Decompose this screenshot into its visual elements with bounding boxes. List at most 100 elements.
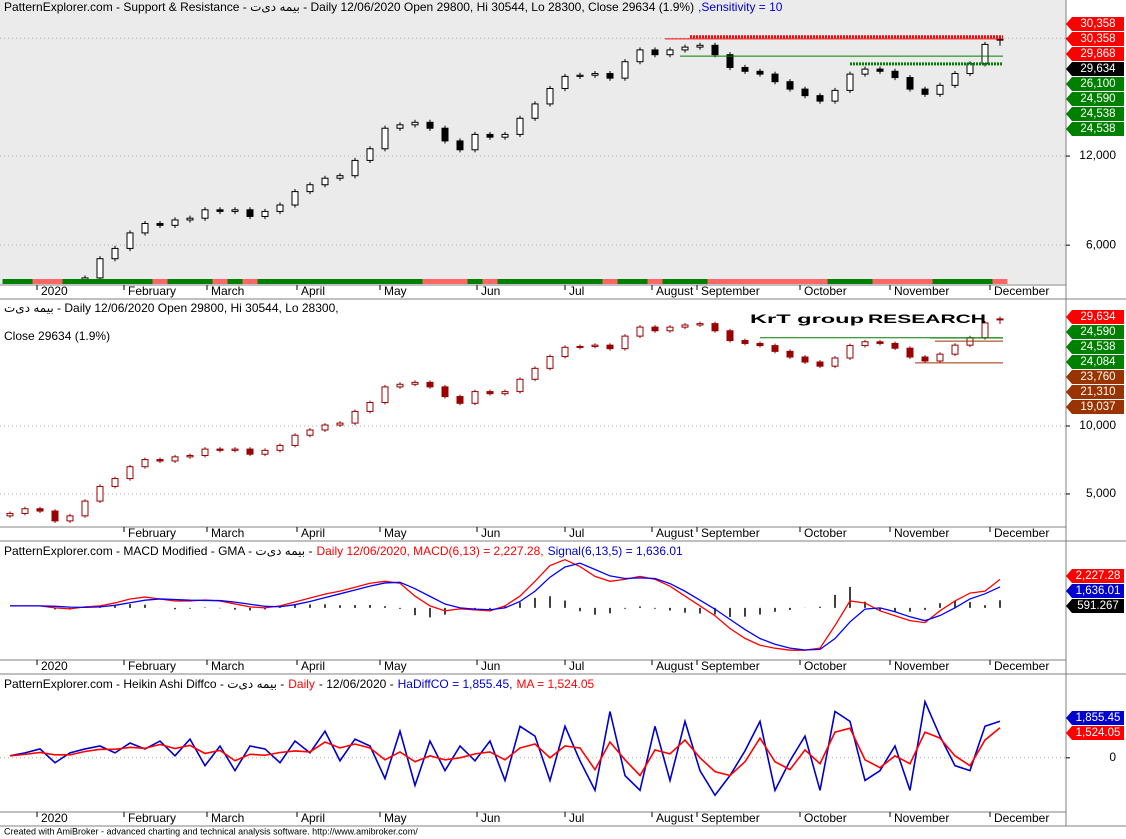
candle-body xyxy=(501,391,509,395)
direction-bar xyxy=(737,279,753,284)
series-line xyxy=(10,562,1001,651)
x-tick-label: February xyxy=(128,284,176,298)
candle-body xyxy=(531,367,539,380)
direction-bar xyxy=(122,279,138,284)
candle-body xyxy=(276,204,284,212)
candle-body xyxy=(576,345,584,348)
direction-bar xyxy=(887,279,903,284)
value-tag-label: 29,634 xyxy=(1080,63,1116,75)
candle-body xyxy=(396,383,404,388)
value-tag-arrow xyxy=(1066,584,1072,598)
title-part: Daily xyxy=(288,677,315,691)
candle-body xyxy=(621,61,629,79)
direction-bar xyxy=(782,279,798,284)
candle-body xyxy=(141,459,149,468)
y-tick-label: 5,000 xyxy=(1086,486,1116,500)
value-tag xyxy=(1072,47,1124,61)
pane-title: بیمه دی‌ت - Daily 12/06/2020 Open 29800,… xyxy=(4,301,339,315)
value-tag-arrow xyxy=(1066,107,1072,121)
pane-title: PatternExplorer.com - MACD Modified - GM… xyxy=(4,544,683,558)
footer: Created with AmiBroker - advanced charti… xyxy=(4,826,418,836)
direction-bar xyxy=(827,279,843,284)
candle-body xyxy=(876,68,884,72)
value-tag-arrow xyxy=(1066,599,1072,613)
direction-bar xyxy=(512,279,528,284)
candle-body xyxy=(366,402,374,412)
direction-bar xyxy=(257,279,273,284)
candle-body xyxy=(411,381,419,385)
value-tag xyxy=(1072,107,1124,121)
candle-body xyxy=(531,103,539,119)
x-tick-label: September xyxy=(701,284,760,298)
candle-body xyxy=(681,46,689,51)
value-tag-arrow xyxy=(1066,310,1072,324)
candle-body xyxy=(186,217,194,221)
direction-bar xyxy=(302,279,318,284)
direction-bar xyxy=(677,279,693,284)
value-tag xyxy=(1072,77,1124,91)
direction-bar xyxy=(107,279,123,284)
candle-body xyxy=(456,396,464,404)
x-tick-label: December xyxy=(994,659,1049,673)
value-tag-label: 24,538 xyxy=(1080,123,1115,135)
candle-body xyxy=(561,75,569,89)
x-tick-label: October xyxy=(804,526,847,540)
value-tag-label: 30,358 xyxy=(1080,18,1115,30)
candle-body xyxy=(666,49,674,56)
candle-body xyxy=(801,356,809,363)
direction-bar xyxy=(47,279,63,284)
direction-bar xyxy=(842,279,858,284)
value-tag-label: 2,227.28 xyxy=(1076,570,1121,582)
value-tag xyxy=(1072,325,1124,339)
direction-bar xyxy=(152,279,168,284)
candle-body xyxy=(711,323,719,332)
x-tick-label: August xyxy=(656,811,694,825)
value-tag xyxy=(1072,32,1124,46)
y-tick-label: 0 xyxy=(1109,750,1116,764)
x-tick-label: Jun xyxy=(481,659,500,673)
candle-body xyxy=(831,357,839,367)
pane-plot xyxy=(0,316,1066,523)
x-tick-label: October xyxy=(804,659,847,673)
candle-body xyxy=(681,324,689,328)
candle-body xyxy=(771,345,779,352)
direction-bar xyxy=(872,279,888,284)
value-tag xyxy=(1072,355,1124,369)
direction-bar xyxy=(947,279,963,284)
candle-body xyxy=(921,356,929,362)
candle-body xyxy=(516,117,524,135)
candle-body xyxy=(306,429,314,436)
direction-bar xyxy=(452,279,468,284)
candle-body xyxy=(351,410,359,424)
candle-body xyxy=(816,95,824,102)
value-tag-arrow xyxy=(1066,711,1072,725)
candle-body xyxy=(441,127,449,142)
candle-body xyxy=(801,88,809,97)
direction-bar xyxy=(362,279,378,284)
direction-bar xyxy=(62,279,78,284)
direction-bar xyxy=(542,279,558,284)
title-part: Signal(6,13,5) = 1,636.01 xyxy=(548,544,683,558)
candle-body xyxy=(6,512,14,517)
candle-body xyxy=(231,448,239,451)
value-tag-arrow xyxy=(1066,32,1072,46)
x-tick-label: Jul xyxy=(569,526,584,540)
direction-bar xyxy=(317,279,333,284)
candle-body xyxy=(171,456,179,462)
candle-body xyxy=(411,121,419,126)
candle-body xyxy=(111,247,119,260)
x-tick-label: October xyxy=(804,811,847,825)
direction-bar xyxy=(197,279,213,284)
x-tick-label: September xyxy=(701,526,760,540)
candle-body xyxy=(366,148,374,161)
candle-body xyxy=(936,84,944,95)
candle-body xyxy=(951,344,959,355)
direction-bar xyxy=(707,279,723,284)
candle-body xyxy=(756,342,764,347)
pane-plot xyxy=(10,558,1001,651)
x-tick-label: Jul xyxy=(569,811,584,825)
x-tick-label: May xyxy=(384,811,407,825)
candle-body xyxy=(426,121,434,129)
